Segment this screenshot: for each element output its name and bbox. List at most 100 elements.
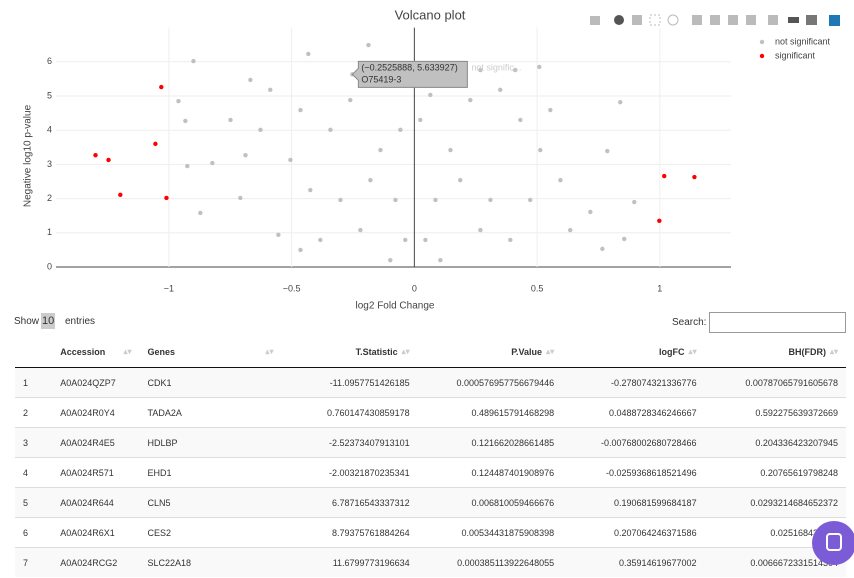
table-cell: 0.20765619798248: [704, 457, 846, 488]
point: [433, 197, 438, 203]
pan-icon[interactable]: [632, 15, 642, 25]
point: [518, 117, 523, 123]
autoscale-icon[interactable]: [728, 15, 738, 25]
table-cell: 0.204336423207945: [704, 427, 846, 458]
legend-label: not significant: [775, 36, 831, 46]
zoom-in-icon[interactable]: [692, 15, 702, 25]
point: [622, 236, 627, 242]
point: [513, 67, 518, 73]
y-tick-label: 1: [47, 227, 52, 237]
column-title: Accession: [60, 347, 106, 357]
y-tick-label: 5: [47, 90, 52, 100]
point: [366, 42, 371, 48]
point: [308, 187, 313, 193]
column-header[interactable]: Accession ▴▾: [52, 337, 140, 368]
modebar[interactable]: [590, 14, 840, 26]
hover-compare-icon[interactable]: [806, 15, 817, 25]
x-axis-label: log2 Fold Change: [356, 301, 435, 312]
table-cell: 0.207064246371586: [562, 517, 705, 548]
y-axis-label: Negative log10 p-value: [23, 104, 34, 207]
table-cell: -0.278074321336776: [562, 367, 705, 398]
column-title: Genes: [147, 347, 176, 357]
point: [368, 177, 373, 183]
lasso-icon[interactable]: [667, 14, 679, 26]
point: [228, 117, 233, 123]
point: [537, 64, 542, 70]
point: [248, 77, 253, 83]
point: [388, 257, 393, 263]
point: [458, 177, 463, 183]
point: [338, 197, 343, 203]
point: [276, 232, 281, 238]
table-cell: 3: [15, 427, 53, 458]
sort-arrow: ▴▾: [546, 347, 555, 356]
table-cell: 11.6799773196634: [281, 547, 418, 577]
column-header[interactable]: T.Statistic ▴▾: [281, 337, 418, 368]
point: [423, 237, 428, 243]
point: [538, 147, 543, 153]
table-cell: 0.00787065791605678: [704, 367, 846, 398]
table-cell: 0.0293214684652372: [704, 487, 846, 518]
table-cell: 8.79375761884264: [281, 517, 418, 548]
table-row: 3 A0A024R4E5 HDLBP -2.52373407913101 0.12166…: [15, 427, 846, 458]
column-header[interactable]: P.Value ▴▾: [417, 337, 563, 368]
zoom-out-icon[interactable]: [710, 15, 720, 25]
column-header[interactable]: Genes ▴▾: [139, 337, 282, 368]
chat-button[interactable]: [812, 521, 854, 565]
table-cell: -2.52373407913101: [281, 427, 418, 458]
table-cell: 0.760147430859178: [281, 397, 418, 428]
plotly-logo[interactable]: [829, 15, 840, 26]
point: [106, 157, 111, 163]
point: [164, 195, 169, 201]
tooltip-label: (−0.2525888, 5.633927): [361, 63, 457, 73]
point: [488, 197, 493, 203]
point: [508, 237, 513, 243]
sort-arrow: ▴▾: [829, 347, 838, 356]
point: [318, 237, 323, 243]
spike-icon[interactable]: [768, 15, 778, 25]
point: [657, 218, 662, 224]
point: [600, 246, 605, 252]
search-input[interactable]: [709, 312, 846, 333]
table-cell: 2: [15, 397, 53, 428]
column-title: logFC: [659, 347, 685, 357]
camera-icon[interactable]: [590, 16, 600, 25]
table-cell: EHD1: [139, 457, 282, 488]
point: [478, 67, 483, 73]
point: [588, 209, 593, 215]
select-icon[interactable]: [649, 14, 661, 26]
length-select[interactable]: 10: [41, 313, 56, 329]
table-cell: -0.0259368618521496: [562, 457, 705, 488]
table-cell: 0.35914619677002: [562, 547, 705, 577]
table-cell: 0.000385113922648055: [417, 547, 563, 577]
y-tick-label: 2: [47, 193, 52, 203]
tooltip-box: [351, 60, 468, 88]
point: [298, 247, 303, 253]
x-tick-label: 0: [412, 283, 417, 293]
x-tick-label: −0.5: [283, 283, 301, 293]
x-tick-label: 0.5: [531, 283, 544, 293]
hover-closest-icon[interactable]: [788, 17, 799, 23]
point: [298, 107, 303, 113]
table-cell: A0A024R6X1: [52, 517, 140, 548]
point: [468, 97, 473, 103]
zoom-icon[interactable]: [614, 15, 624, 25]
sort-arrow: ▴▾: [123, 347, 132, 356]
column-header[interactable]: BH(FDR) ▴▾: [704, 337, 846, 368]
point: [191, 58, 196, 64]
search-label: Search:: [672, 317, 707, 328]
table-cell: -2.00321870235341: [281, 457, 418, 488]
point: [378, 147, 383, 153]
point: [618, 99, 623, 105]
point: [448, 147, 453, 153]
table-cell: -0.00768002680728466: [562, 427, 705, 458]
point: [418, 117, 423, 123]
point: [198, 210, 203, 216]
point: [393, 197, 398, 203]
reset-icon[interactable]: [746, 15, 756, 25]
table-cell: 5: [15, 487, 53, 518]
column-header[interactable]: logFC ▴▾: [562, 337, 705, 368]
tooltip-series: not signific...: [471, 63, 521, 73]
table-cell: 6: [15, 517, 53, 548]
point: [548, 107, 553, 113]
